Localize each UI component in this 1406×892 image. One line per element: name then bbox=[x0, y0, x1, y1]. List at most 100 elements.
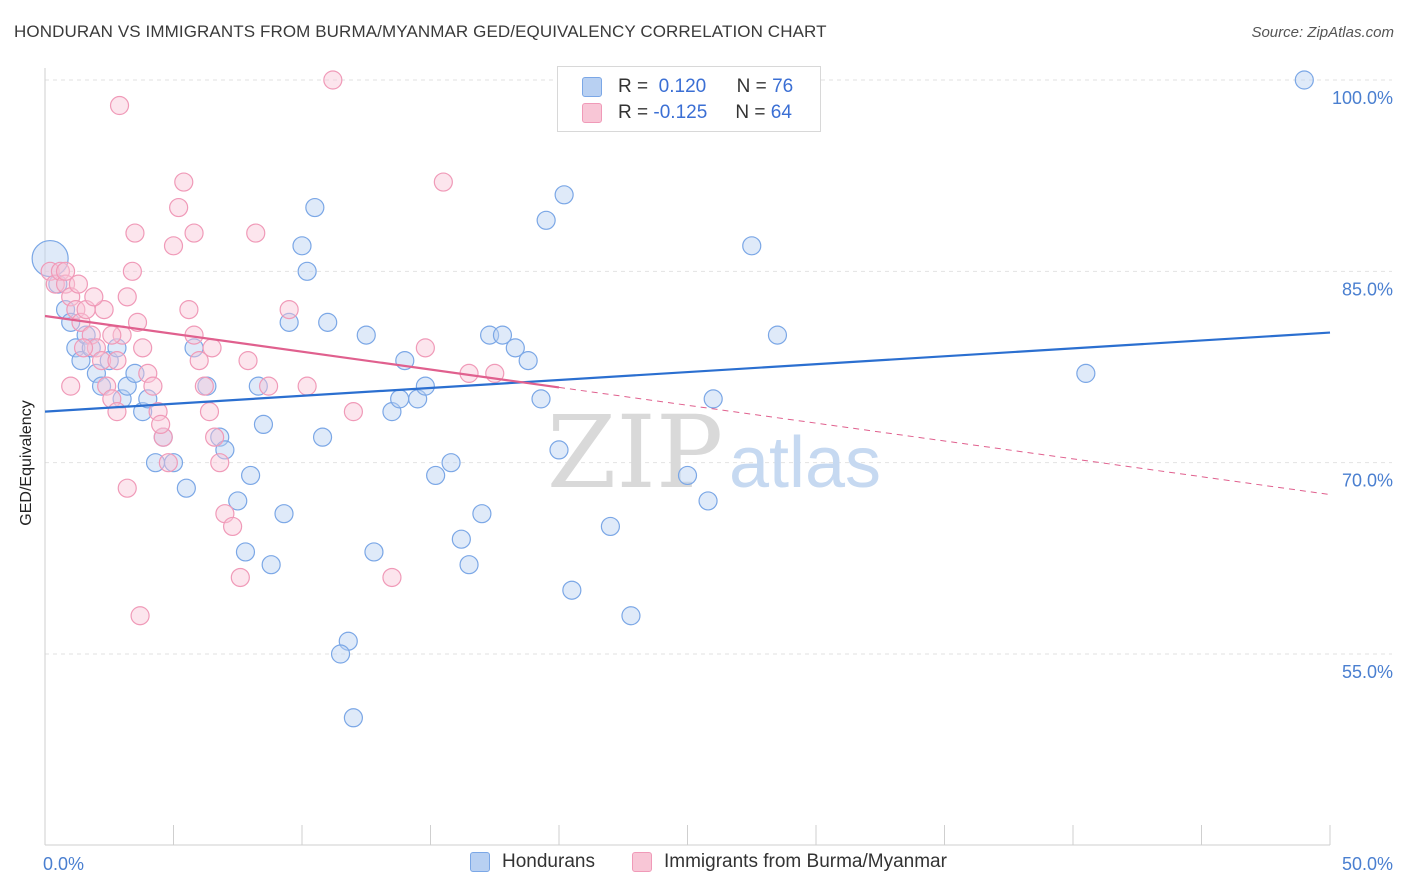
honduran-point bbox=[703, 389, 723, 409]
honduran-point bbox=[356, 325, 376, 345]
hondurans-legend-label: Hondurans bbox=[502, 851, 595, 872]
r-label: R = bbox=[618, 102, 649, 123]
burma-point bbox=[179, 300, 199, 320]
burma-point bbox=[107, 351, 127, 371]
honduran-point bbox=[133, 402, 153, 422]
honduran-point bbox=[1294, 70, 1314, 90]
burma-point bbox=[138, 363, 158, 383]
burma-point bbox=[151, 414, 171, 434]
watermark: ZIP atlas bbox=[547, 394, 881, 511]
honduran-point bbox=[600, 516, 621, 537]
honduran-point bbox=[562, 580, 582, 600]
burma-point bbox=[163, 236, 184, 256]
legend-row-hondurans: R = 0.120 N = 76 bbox=[582, 74, 793, 100]
honduran-point bbox=[305, 197, 325, 218]
burma-point bbox=[133, 338, 153, 358]
burma-point bbox=[202, 338, 222, 358]
burma-point bbox=[45, 274, 65, 294]
honduran-point bbox=[698, 491, 718, 511]
honduran-point bbox=[235, 542, 256, 562]
burma-point bbox=[102, 325, 122, 345]
honduran-point bbox=[536, 210, 556, 230]
watermark-zip: ZIP bbox=[547, 394, 723, 511]
honduran-point bbox=[248, 376, 268, 396]
honduran-point bbox=[66, 338, 86, 358]
burma-point bbox=[246, 223, 266, 243]
honduran-point bbox=[554, 185, 574, 205]
legend-item-hondurans: Hondurans bbox=[470, 851, 595, 873]
hondurans-legend-swatch bbox=[470, 852, 490, 872]
honduran-point bbox=[163, 453, 184, 473]
burma-point bbox=[189, 351, 209, 371]
y-tick-label: 70.0% bbox=[1342, 471, 1393, 491]
honduran-point bbox=[677, 465, 698, 486]
burma-point bbox=[184, 223, 204, 243]
trend-lines bbox=[44, 314, 1331, 496]
honduran-point bbox=[138, 389, 158, 409]
axes bbox=[44, 68, 1331, 846]
burma-point bbox=[323, 70, 343, 90]
burma-point bbox=[199, 402, 220, 422]
honduran-point bbox=[531, 389, 551, 409]
burma-point bbox=[230, 567, 250, 588]
honduran-point bbox=[86, 363, 107, 383]
honduran-point bbox=[343, 708, 363, 728]
burma-point bbox=[61, 376, 81, 396]
hondurans-swatch bbox=[582, 77, 602, 97]
grid-lines bbox=[45, 79, 1392, 655]
honduran-point bbox=[297, 261, 317, 281]
r-value: 0.120 bbox=[658, 76, 707, 97]
honduran-point bbox=[228, 491, 248, 511]
burma-point bbox=[94, 300, 114, 320]
honduran-point bbox=[492, 325, 513, 345]
honduran-point bbox=[549, 440, 569, 460]
honduran-point bbox=[241, 465, 261, 486]
burma-point bbox=[158, 453, 178, 473]
tick-labels: 55.0% 70.0% 85.0% 100.0% 0.0% 50.0% bbox=[43, 88, 1393, 874]
burma-point bbox=[210, 453, 230, 473]
honduran-point bbox=[215, 440, 235, 460]
burma-point bbox=[55, 261, 76, 281]
honduran-point bbox=[459, 555, 479, 575]
honduran-point bbox=[261, 555, 281, 575]
y-tick-label: 100.0% bbox=[1332, 88, 1393, 108]
honduran-point bbox=[274, 504, 294, 524]
correlation-legend: R = 0.120 N = 76 R = -0.125 N = 64 bbox=[557, 66, 821, 132]
n-label: N = bbox=[736, 76, 767, 97]
burma-point bbox=[223, 516, 243, 537]
honduran-point bbox=[742, 236, 762, 256]
burma-point bbox=[68, 274, 89, 294]
burma-point bbox=[91, 351, 112, 371]
honduran-point bbox=[415, 376, 435, 396]
burma-point bbox=[117, 287, 137, 307]
burma-point bbox=[258, 376, 279, 396]
honduran-point bbox=[621, 606, 641, 626]
burma-point bbox=[143, 376, 163, 396]
burma-point bbox=[169, 197, 189, 218]
burma-swatch bbox=[582, 103, 602, 123]
legend-item-burma: Immigrants from Burma/Myanmar bbox=[632, 851, 947, 873]
burma-point bbox=[238, 351, 258, 371]
n-value: 76 bbox=[772, 76, 794, 97]
watermark-atlas: atlas bbox=[729, 423, 881, 503]
honduran-point bbox=[253, 414, 274, 434]
y-tick-label: 85.0% bbox=[1342, 279, 1393, 299]
r-value: -0.125 bbox=[653, 102, 708, 123]
burma-point bbox=[122, 261, 142, 281]
burma-point bbox=[279, 300, 299, 320]
burma-point bbox=[84, 287, 104, 307]
burma-point bbox=[40, 261, 60, 281]
honduran-point bbox=[472, 504, 492, 524]
honduran-point bbox=[505, 338, 525, 358]
burma-point bbox=[50, 261, 71, 281]
legend-row-burma: R = -0.125 N = 64 bbox=[582, 100, 792, 126]
burma-point bbox=[194, 376, 214, 396]
burma-legend-label: Immigrants from Burma/Myanmar bbox=[664, 851, 947, 872]
burma-point bbox=[415, 338, 435, 358]
chart-title: HONDURAN VS IMMIGRANTS FROM BURMA/MYANMA… bbox=[14, 22, 827, 41]
honduran-point bbox=[390, 389, 410, 409]
burma-point bbox=[107, 402, 127, 422]
burma-legend-swatch bbox=[632, 852, 652, 872]
honduran-point bbox=[518, 351, 538, 371]
